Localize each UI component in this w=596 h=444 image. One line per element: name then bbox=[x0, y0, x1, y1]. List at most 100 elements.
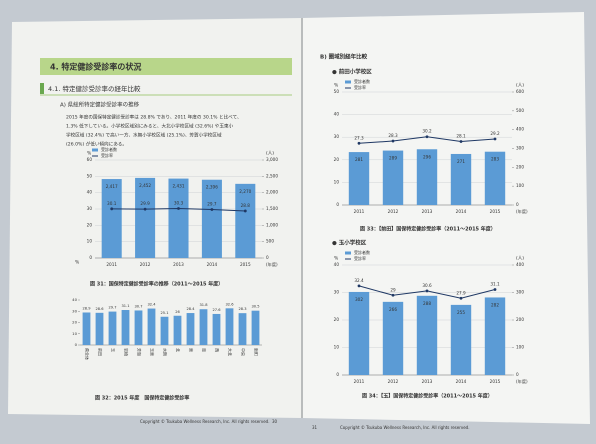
bar bbox=[226, 308, 234, 345]
value-label: 28.4 bbox=[186, 307, 195, 311]
legend-label: 受診者数 bbox=[354, 78, 370, 84]
bar-label: 271 bbox=[457, 159, 465, 164]
bar bbox=[122, 310, 130, 345]
bar bbox=[109, 312, 117, 345]
legend-label: 受診率 bbox=[101, 152, 113, 158]
bar bbox=[252, 311, 260, 345]
line-label: 29.9 bbox=[140, 201, 150, 206]
value-label: 32.6 bbox=[225, 302, 234, 306]
y2-tick-label: 300 bbox=[516, 146, 524, 151]
line-label: 29.7 bbox=[207, 201, 217, 206]
bar bbox=[451, 305, 471, 375]
y2-tick-label: 1,000 bbox=[266, 222, 278, 227]
x-tick-label: 2012 bbox=[388, 379, 399, 384]
y-tick-label: 20 bbox=[87, 222, 93, 227]
y2-tick-label: 200 bbox=[516, 164, 524, 169]
x-tick-label: 2015 bbox=[240, 262, 251, 267]
x-tick-label: 2011 bbox=[106, 262, 117, 267]
x-tick-label: 玉 bbox=[111, 348, 116, 352]
bar bbox=[239, 313, 247, 345]
x-tick-label: 中央 bbox=[241, 348, 247, 356]
x-tick-label: 芳賀 bbox=[137, 348, 143, 356]
line-label: 28.1 bbox=[456, 133, 466, 138]
y2-tick-label: 400 bbox=[516, 262, 524, 267]
y-tick-label: 20 bbox=[72, 320, 77, 325]
footer: Copyright © Tsukuba Wellness Research, I… bbox=[140, 419, 270, 424]
y2-tick-label: 3,000 bbox=[266, 157, 278, 162]
value-label: 30.5 bbox=[251, 305, 259, 309]
line-marker bbox=[426, 289, 429, 292]
y-tick-label: 40 bbox=[87, 190, 93, 195]
y-tick-label: 10 bbox=[72, 331, 77, 336]
x-tick-label: 2015 bbox=[490, 209, 501, 214]
y2-unit: (人) bbox=[516, 256, 524, 262]
bar-label: 288 bbox=[423, 301, 431, 306]
bar bbox=[135, 178, 155, 258]
y-tick-label: 0 bbox=[336, 372, 339, 377]
y-tick-label: 30 bbox=[334, 134, 340, 139]
bar-label: 266 bbox=[389, 307, 397, 312]
value-label: 29.7 bbox=[108, 306, 116, 310]
line-marker bbox=[110, 207, 113, 210]
y2-tick-label: 300 bbox=[516, 290, 524, 295]
x-tick-label: 2012 bbox=[140, 262, 151, 267]
page-number: 31 bbox=[312, 425, 318, 430]
y-unit: % bbox=[334, 83, 339, 89]
line-label: 27.3 bbox=[354, 135, 364, 140]
paragraph-line: 2015 年度の国保特定健診受診率は 28.8% であり、2011 年度の 30… bbox=[66, 114, 242, 121]
y-tick-label: 40 bbox=[334, 112, 340, 117]
y2-tick-label: 1,500 bbox=[266, 206, 278, 211]
y-tick-label: 30 bbox=[72, 308, 77, 313]
line-marker bbox=[494, 138, 497, 141]
legend-swatch bbox=[345, 252, 351, 255]
value-label: 31.1 bbox=[121, 304, 129, 308]
bar bbox=[168, 179, 188, 258]
y-tick-label: 10 bbox=[334, 179, 340, 184]
y-unit: % bbox=[334, 256, 339, 262]
bar bbox=[202, 180, 222, 258]
area-title: ● 前田小学校区 bbox=[332, 68, 372, 76]
y-tick-label: 0 bbox=[89, 255, 92, 260]
legend-label: 受診率 bbox=[354, 84, 366, 90]
x-tick-label: 北 bbox=[176, 348, 182, 352]
bar bbox=[102, 179, 122, 258]
bar bbox=[83, 312, 91, 345]
y-tick-label: 50 bbox=[334, 89, 340, 94]
y2-unit: (人) bbox=[516, 83, 524, 89]
bar-label: 2,417 bbox=[106, 184, 118, 189]
line-marker bbox=[460, 140, 463, 143]
y2-tick-label: 100 bbox=[516, 183, 524, 188]
bar bbox=[213, 314, 221, 345]
line-marker bbox=[358, 285, 361, 288]
y-tick-label: 60 bbox=[87, 157, 93, 162]
y2-tick-label: 500 bbox=[516, 108, 524, 113]
legend-label: 受診者数 bbox=[354, 249, 370, 255]
x-tick-label: 前田 bbox=[98, 348, 104, 356]
x-tick-label: 大北 bbox=[228, 348, 234, 356]
line-label: 28.8 bbox=[241, 203, 251, 208]
footer: Copyright © Tsukuba Wellness Research, I… bbox=[340, 425, 470, 430]
x-tick-label: 西 bbox=[215, 348, 220, 352]
value-label: 32.4 bbox=[147, 303, 156, 307]
line-label: 32.4 bbox=[354, 278, 364, 283]
bar-label: 2,452 bbox=[139, 183, 151, 188]
y-tick-label: 30 bbox=[334, 290, 340, 295]
page-number: 30 bbox=[272, 419, 278, 424]
y2-tick-label: 0 bbox=[266, 255, 269, 260]
y-tick-label: 20 bbox=[334, 157, 340, 162]
bar-label: 302 bbox=[355, 297, 363, 302]
line-marker bbox=[358, 142, 361, 145]
section-title: 4. 特定健診受診率の状況 bbox=[50, 62, 141, 72]
bar bbox=[148, 309, 156, 345]
y-tick-label: 30 bbox=[87, 206, 93, 211]
caption: 図 34：【玉】国保特定健診受診率（2011～2015 年度） bbox=[362, 393, 493, 400]
x-tick-label: 2014 bbox=[456, 379, 467, 384]
line-marker bbox=[144, 208, 147, 211]
legend-label: 受診率 bbox=[354, 255, 366, 261]
bar bbox=[383, 302, 403, 375]
bar-label: 283 bbox=[491, 157, 499, 162]
line-label: 31.1 bbox=[490, 281, 500, 286]
y2-unit: (人) bbox=[266, 151, 274, 157]
caption: 図 32：2015 年度 国保特定健診受診率 bbox=[95, 395, 189, 402]
y2-tick-label: 2,500 bbox=[266, 173, 278, 178]
